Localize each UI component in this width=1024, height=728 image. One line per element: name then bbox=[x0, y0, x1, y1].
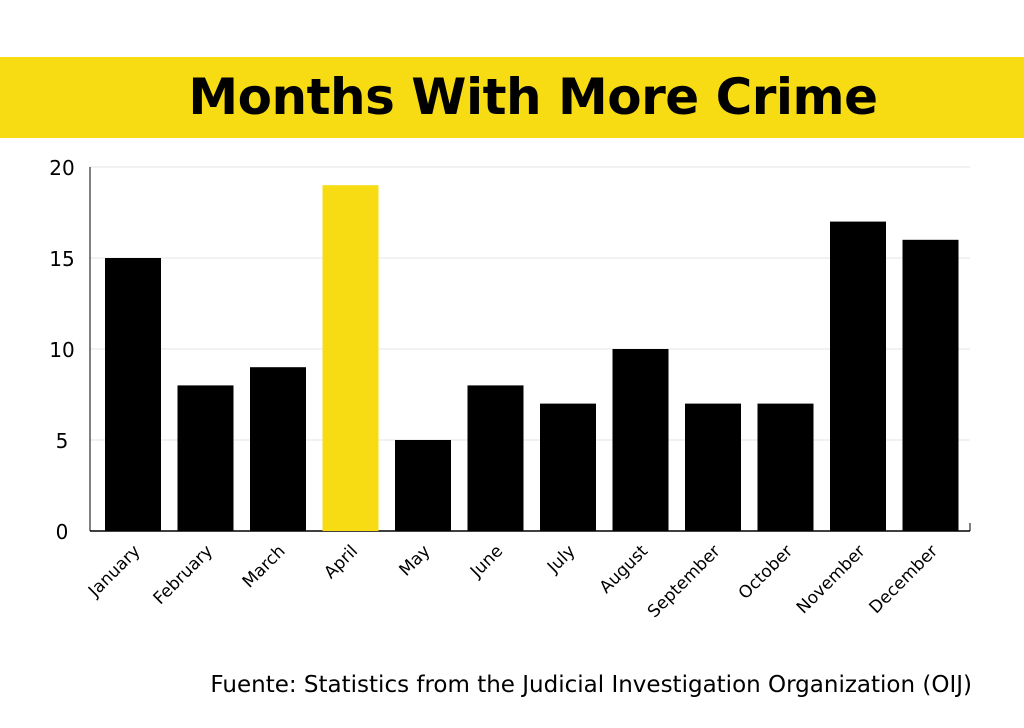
y-tick-label: 15 bbox=[49, 247, 74, 271]
x-tick-label: March bbox=[239, 541, 290, 592]
bar-may bbox=[395, 440, 451, 531]
x-tick-label: January bbox=[84, 541, 144, 601]
bar-july bbox=[540, 403, 596, 531]
y-tick-label: 20 bbox=[49, 156, 74, 180]
bar-june bbox=[467, 385, 524, 531]
x-tick-label: July bbox=[543, 541, 579, 577]
x-tick-label: May bbox=[396, 541, 435, 580]
x-tick-label: September bbox=[644, 541, 725, 622]
x-tick-label: August bbox=[596, 541, 652, 597]
bar-september bbox=[685, 403, 741, 531]
source-note: Fuente: Statistics from the Judicial Inv… bbox=[210, 672, 972, 698]
chart-title: Months With More Crime bbox=[188, 68, 878, 126]
bar-october bbox=[757, 403, 814, 531]
x-tick-label: November bbox=[793, 541, 870, 618]
x-tick-label: February bbox=[150, 541, 217, 608]
bar-august bbox=[612, 349, 669, 531]
x-tick-label: October bbox=[735, 541, 797, 603]
bar-november bbox=[830, 221, 886, 531]
y-tick-label: 5 bbox=[56, 429, 69, 453]
bar-december bbox=[902, 239, 959, 532]
title-band bbox=[0, 57, 1024, 138]
y-tick-label: 10 bbox=[49, 338, 74, 362]
x-tick-label: April bbox=[320, 541, 362, 583]
bar-march bbox=[250, 367, 306, 531]
bar-february bbox=[177, 385, 234, 531]
x-tick-label: June bbox=[466, 541, 507, 582]
bar-january bbox=[105, 258, 161, 531]
bar-april bbox=[322, 185, 379, 531]
x-tick-label: December bbox=[866, 541, 942, 617]
y-tick-label: 0 bbox=[56, 520, 69, 544]
